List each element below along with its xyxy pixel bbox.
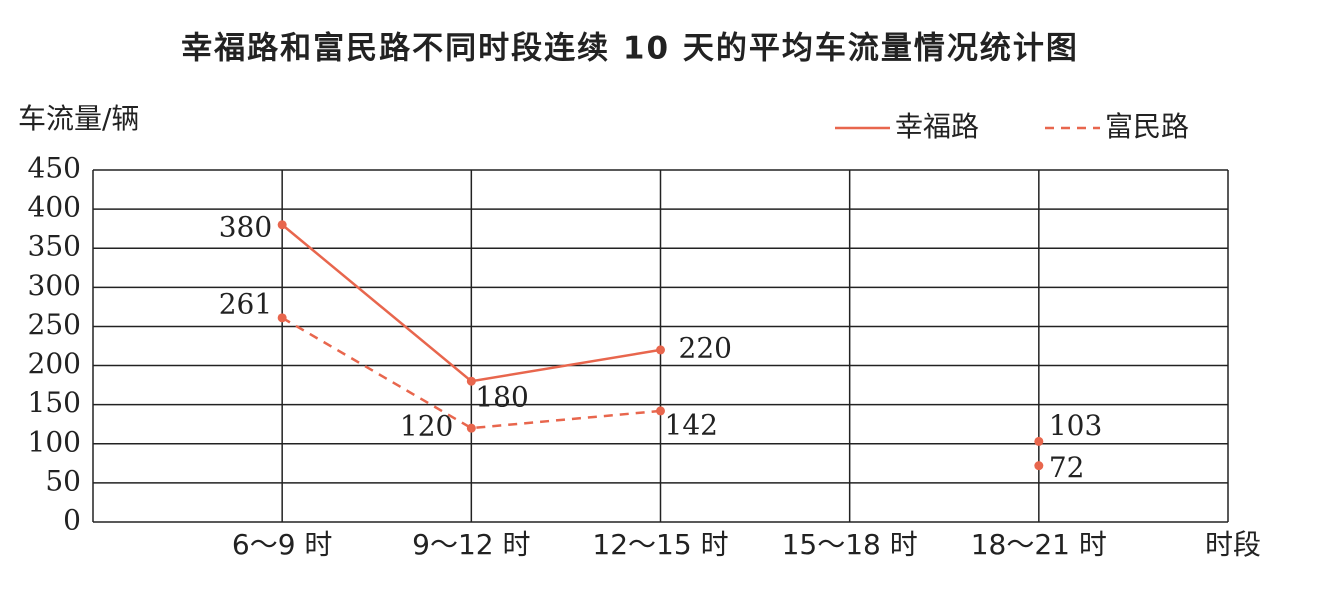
point	[1034, 436, 1044, 446]
data-label: 103	[1049, 409, 1102, 442]
point	[466, 376, 476, 386]
point	[277, 313, 287, 323]
y-tick-label: 450	[28, 152, 81, 185]
y-tick-label: 250	[28, 308, 81, 341]
y-tick-label: 100	[28, 425, 81, 458]
y-tick-label: 300	[28, 269, 81, 302]
point	[656, 406, 665, 416]
data-label: 72	[1049, 451, 1085, 484]
y-axis-label: 车流量/辆	[18, 102, 139, 135]
y-tick-label: 400	[28, 191, 81, 224]
y-tick-label: 150	[28, 386, 81, 419]
chart-title: 幸福路和富民路不同时段连续 10 天的平均车流量情况统计图	[181, 31, 1079, 67]
data-label: 380	[219, 210, 272, 243]
data-label: 261	[219, 287, 272, 320]
legend-label: 富民路	[1105, 110, 1189, 143]
y-tick-label: 50	[45, 464, 81, 497]
data-label: 220	[679, 331, 732, 364]
x-tick-label: 6～9 时	[232, 528, 333, 561]
y-tick-label: 350	[28, 230, 81, 263]
data-label: 120	[400, 410, 453, 443]
data-label: 180	[475, 381, 528, 414]
x-tick-label: 18～21 时	[971, 528, 1107, 561]
y-tick-label: 200	[28, 347, 81, 380]
data-label: 142	[665, 408, 718, 441]
x-tick-label: 9～12 时	[412, 528, 530, 561]
x-tick-label: 15～18 时	[782, 528, 918, 561]
x-tick-label: 12～15 时	[592, 528, 728, 561]
point	[656, 345, 665, 355]
legend-label: 幸福路	[895, 110, 979, 143]
line	[281, 316, 661, 430]
x-axis-label: 时段	[1205, 528, 1261, 561]
point	[1034, 461, 1044, 471]
point	[466, 423, 476, 433]
point	[277, 220, 287, 230]
y-tick-label: 0	[63, 504, 81, 537]
